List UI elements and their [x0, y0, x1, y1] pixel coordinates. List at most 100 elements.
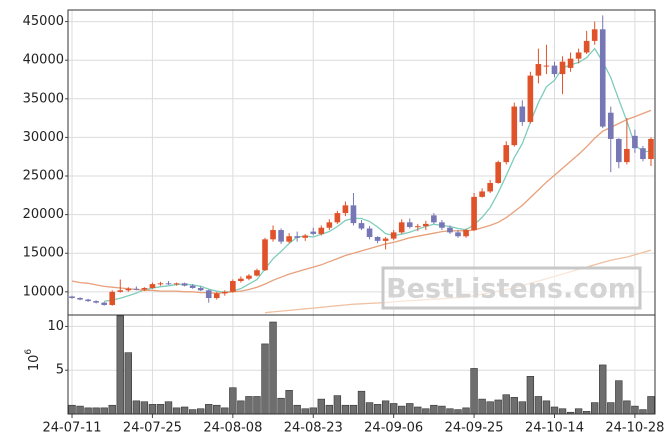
- volume-bar: [277, 397, 285, 415]
- volume-bar: [317, 398, 325, 415]
- volume-bar: [357, 390, 366, 415]
- candle-body: [519, 106, 526, 122]
- y-tick-label: 10000: [23, 284, 64, 299]
- volume-bar: [188, 409, 197, 415]
- volume-bar: [68, 404, 76, 415]
- candle-body: [326, 222, 333, 228]
- volume-bar: [253, 396, 261, 415]
- candle-body: [366, 228, 373, 238]
- candle-body: [591, 29, 598, 41]
- candle-body: [173, 283, 180, 285]
- candle-body: [294, 236, 300, 238]
- volume-bar: [76, 405, 84, 415]
- candle-body: [205, 290, 212, 299]
- volume-bar: [261, 343, 269, 415]
- volume-axis-label: 106: [24, 349, 42, 372]
- candle-body: [69, 296, 75, 299]
- candle-body: [93, 301, 99, 303]
- volume-bar: [591, 402, 599, 415]
- x-tick-label: 24-10-28: [605, 421, 664, 436]
- volume-bar: [124, 352, 132, 415]
- volume-bar: [293, 404, 301, 415]
- volume-bar: [108, 404, 116, 415]
- moving-average-line: [71, 109, 652, 295]
- volume-bar: [502, 394, 510, 415]
- volume-bar: [398, 405, 406, 415]
- volume-bar: [269, 321, 277, 415]
- candle-body: [487, 182, 493, 192]
- volume-bar: [213, 404, 221, 415]
- volume-bar: [550, 406, 559, 415]
- volume-bar: [414, 406, 422, 415]
- candle-body: [567, 58, 574, 68]
- volume-bar: [526, 376, 535, 415]
- candle-body: [447, 227, 453, 233]
- y-tick-label: 10: [47, 319, 64, 334]
- volume-bar: [422, 408, 430, 415]
- watermark: BestListens.com: [381, 266, 642, 310]
- x-tick-label: 24-07-11: [43, 421, 102, 436]
- volume-bar: [510, 397, 518, 415]
- volume-bar: [84, 407, 92, 415]
- candle-body: [575, 52, 582, 59]
- candle-body: [439, 222, 445, 228]
- volume-bar: [205, 404, 213, 415]
- watermark-box: [381, 266, 642, 310]
- volume-bar: [454, 409, 462, 415]
- volume-bar: [132, 400, 141, 415]
- volume-bar: [349, 404, 358, 415]
- candle-body: [101, 302, 107, 305]
- volume-bar: [647, 396, 655, 415]
- volume-bar: [381, 400, 390, 415]
- candle-body: [423, 223, 429, 227]
- candle-body: [149, 284, 156, 288]
- volume-bar: [197, 408, 205, 415]
- panel-frame: [67, 314, 656, 415]
- candle-body: [141, 287, 148, 290]
- candle-body: [471, 196, 477, 231]
- volume-bar: [325, 404, 334, 415]
- volume-bar: [180, 406, 189, 415]
- volume-bar: [148, 404, 157, 415]
- volume-bar: [639, 409, 647, 415]
- volume-bar: [100, 407, 108, 415]
- volume-bar: [486, 401, 494, 415]
- candle-body: [616, 138, 622, 163]
- volume-bar: [221, 407, 229, 415]
- candle-body: [318, 227, 325, 234]
- candle-body: [85, 299, 91, 302]
- volume-bar: [341, 404, 350, 415]
- volume-bar: [301, 408, 309, 415]
- candle-body: [406, 222, 413, 227]
- candle-body: [358, 223, 365, 229]
- volume-bar: [631, 405, 639, 415]
- y-tick-label: 45000: [23, 14, 64, 29]
- volume-bar: [285, 390, 293, 415]
- label-base: 10: [27, 355, 42, 372]
- candle-body: [503, 145, 510, 163]
- x-tick-label: 24-07-25: [123, 421, 182, 436]
- volume-bar: [430, 404, 438, 415]
- label-exponent: 6: [24, 349, 34, 355]
- y-tick-label: 5: [56, 363, 64, 378]
- candle-body: [495, 162, 502, 183]
- candle-body: [624, 148, 630, 163]
- volume-bar: [470, 368, 478, 415]
- candle-body: [77, 298, 83, 300]
- candle-body: [213, 293, 220, 299]
- candle-body: [640, 148, 646, 160]
- volume-bar: [333, 395, 342, 415]
- y-tick-label: 35000: [23, 91, 64, 106]
- y-tick-label: 20000: [23, 207, 64, 222]
- candle-body: [511, 106, 518, 146]
- candle-body: [583, 40, 590, 53]
- x-tick-label: 24-10-14: [525, 421, 584, 436]
- candle-body: [109, 291, 116, 305]
- volume-bar: [558, 408, 567, 415]
- candle-body: [382, 238, 389, 241]
- candle-body: [543, 65, 550, 67]
- candle-body: [310, 231, 317, 234]
- candle-body: [221, 291, 228, 294]
- volume-bar: [92, 407, 100, 415]
- y-tick-label: 40000: [23, 53, 64, 68]
